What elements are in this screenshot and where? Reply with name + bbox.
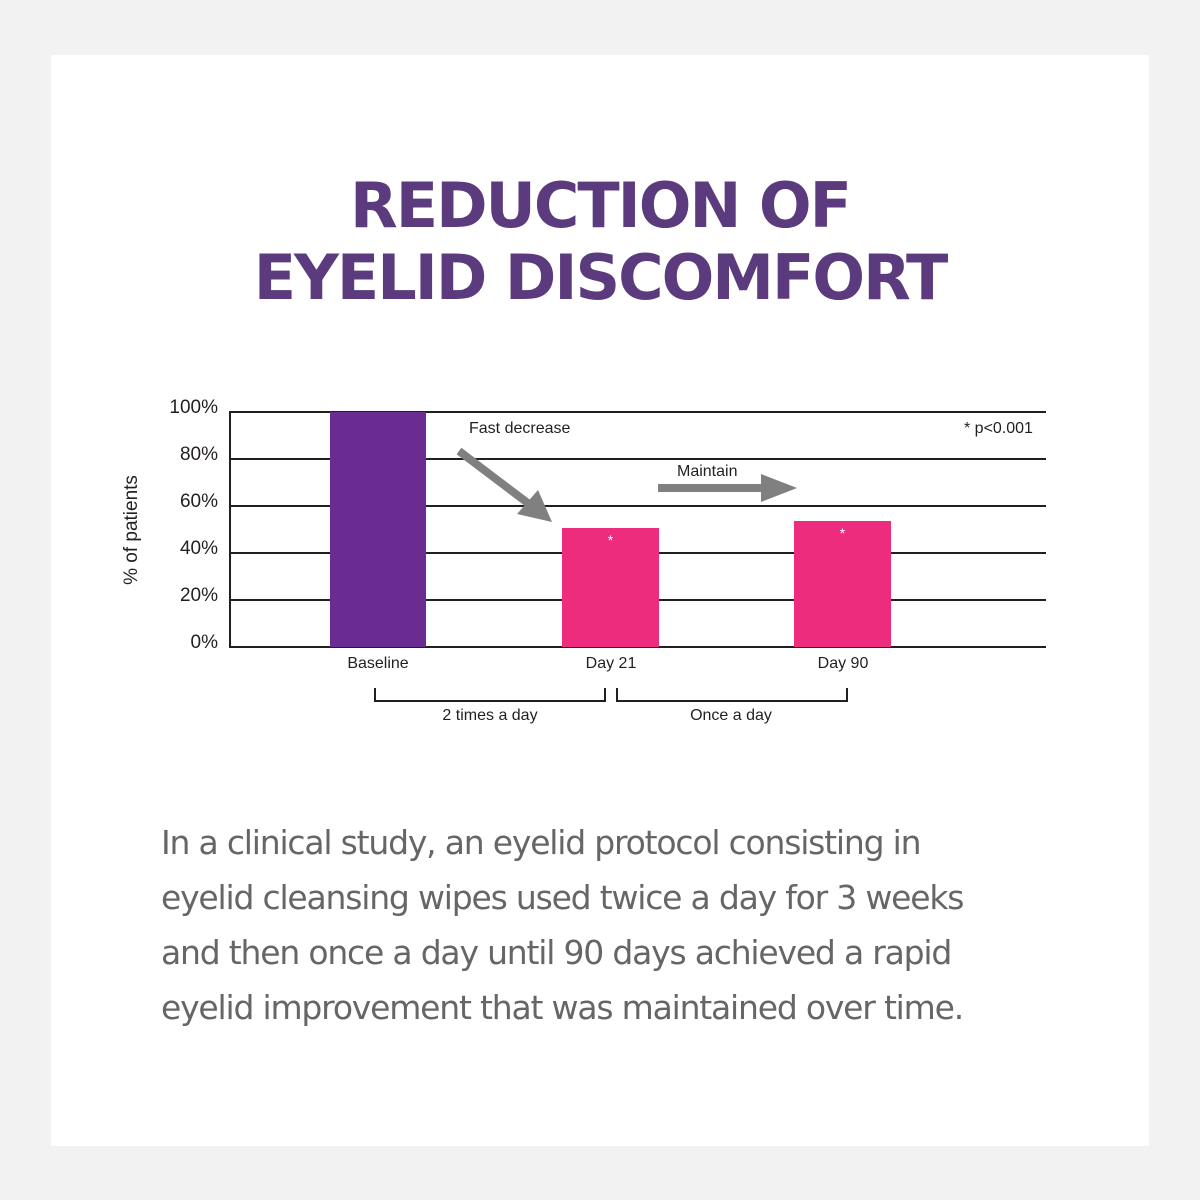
period-label-twice-daily: 2 times a day xyxy=(442,707,538,724)
fast-decrease-label: Fast decrease xyxy=(469,420,571,437)
description-line: In a clinical study, an eyelid protocol … xyxy=(161,823,922,862)
description-line: eyelid improvement that was maintained o… xyxy=(161,988,964,1027)
significance-marker: * xyxy=(839,525,846,541)
y-tick: 0% xyxy=(190,632,218,653)
period-bracket-once-daily xyxy=(616,688,848,702)
maintain-label: Maintain xyxy=(677,463,738,480)
title-line-1: REDUCTION OF xyxy=(349,169,852,242)
period-label-once-daily: Once a day xyxy=(690,707,772,724)
gridline xyxy=(229,505,1046,507)
y-axis-line xyxy=(229,412,231,648)
gridline xyxy=(229,458,1046,460)
x-axis-line xyxy=(229,646,1046,648)
bar-day-90: * xyxy=(794,521,891,647)
fast-decrease-arrow-icon xyxy=(456,447,552,522)
bar-day-21: * xyxy=(562,528,659,647)
significance-note: * p<0.001 xyxy=(964,420,1033,437)
bar-baseline xyxy=(330,412,426,647)
y-tick: 80% xyxy=(179,444,218,465)
title-line-2: EYELID DISCOMFORT xyxy=(253,241,949,314)
x-label-day-21: Day 21 xyxy=(585,655,637,672)
y-tick: 100% xyxy=(169,397,218,418)
page-title: REDUCTION OF EYELID DISCOMFORT xyxy=(0,170,1200,314)
description-text: In a clinical study, an eyelid protocol … xyxy=(161,815,1061,1035)
description-line: eyelid cleansing wipes used twice a day … xyxy=(161,878,964,917)
y-tick: 60% xyxy=(179,491,218,512)
description-line: and then once a day until 90 days achiev… xyxy=(161,933,952,972)
x-label-baseline: Baseline xyxy=(347,655,409,672)
y-tick: 40% xyxy=(179,538,218,559)
period-bracket-twice-daily xyxy=(374,688,606,702)
y-tick: 20% xyxy=(179,585,218,606)
x-label-day-90: Day 90 xyxy=(817,655,869,672)
gridline xyxy=(229,411,1046,413)
significance-marker: * xyxy=(607,532,614,548)
maintain-arrow-icon xyxy=(658,474,797,502)
